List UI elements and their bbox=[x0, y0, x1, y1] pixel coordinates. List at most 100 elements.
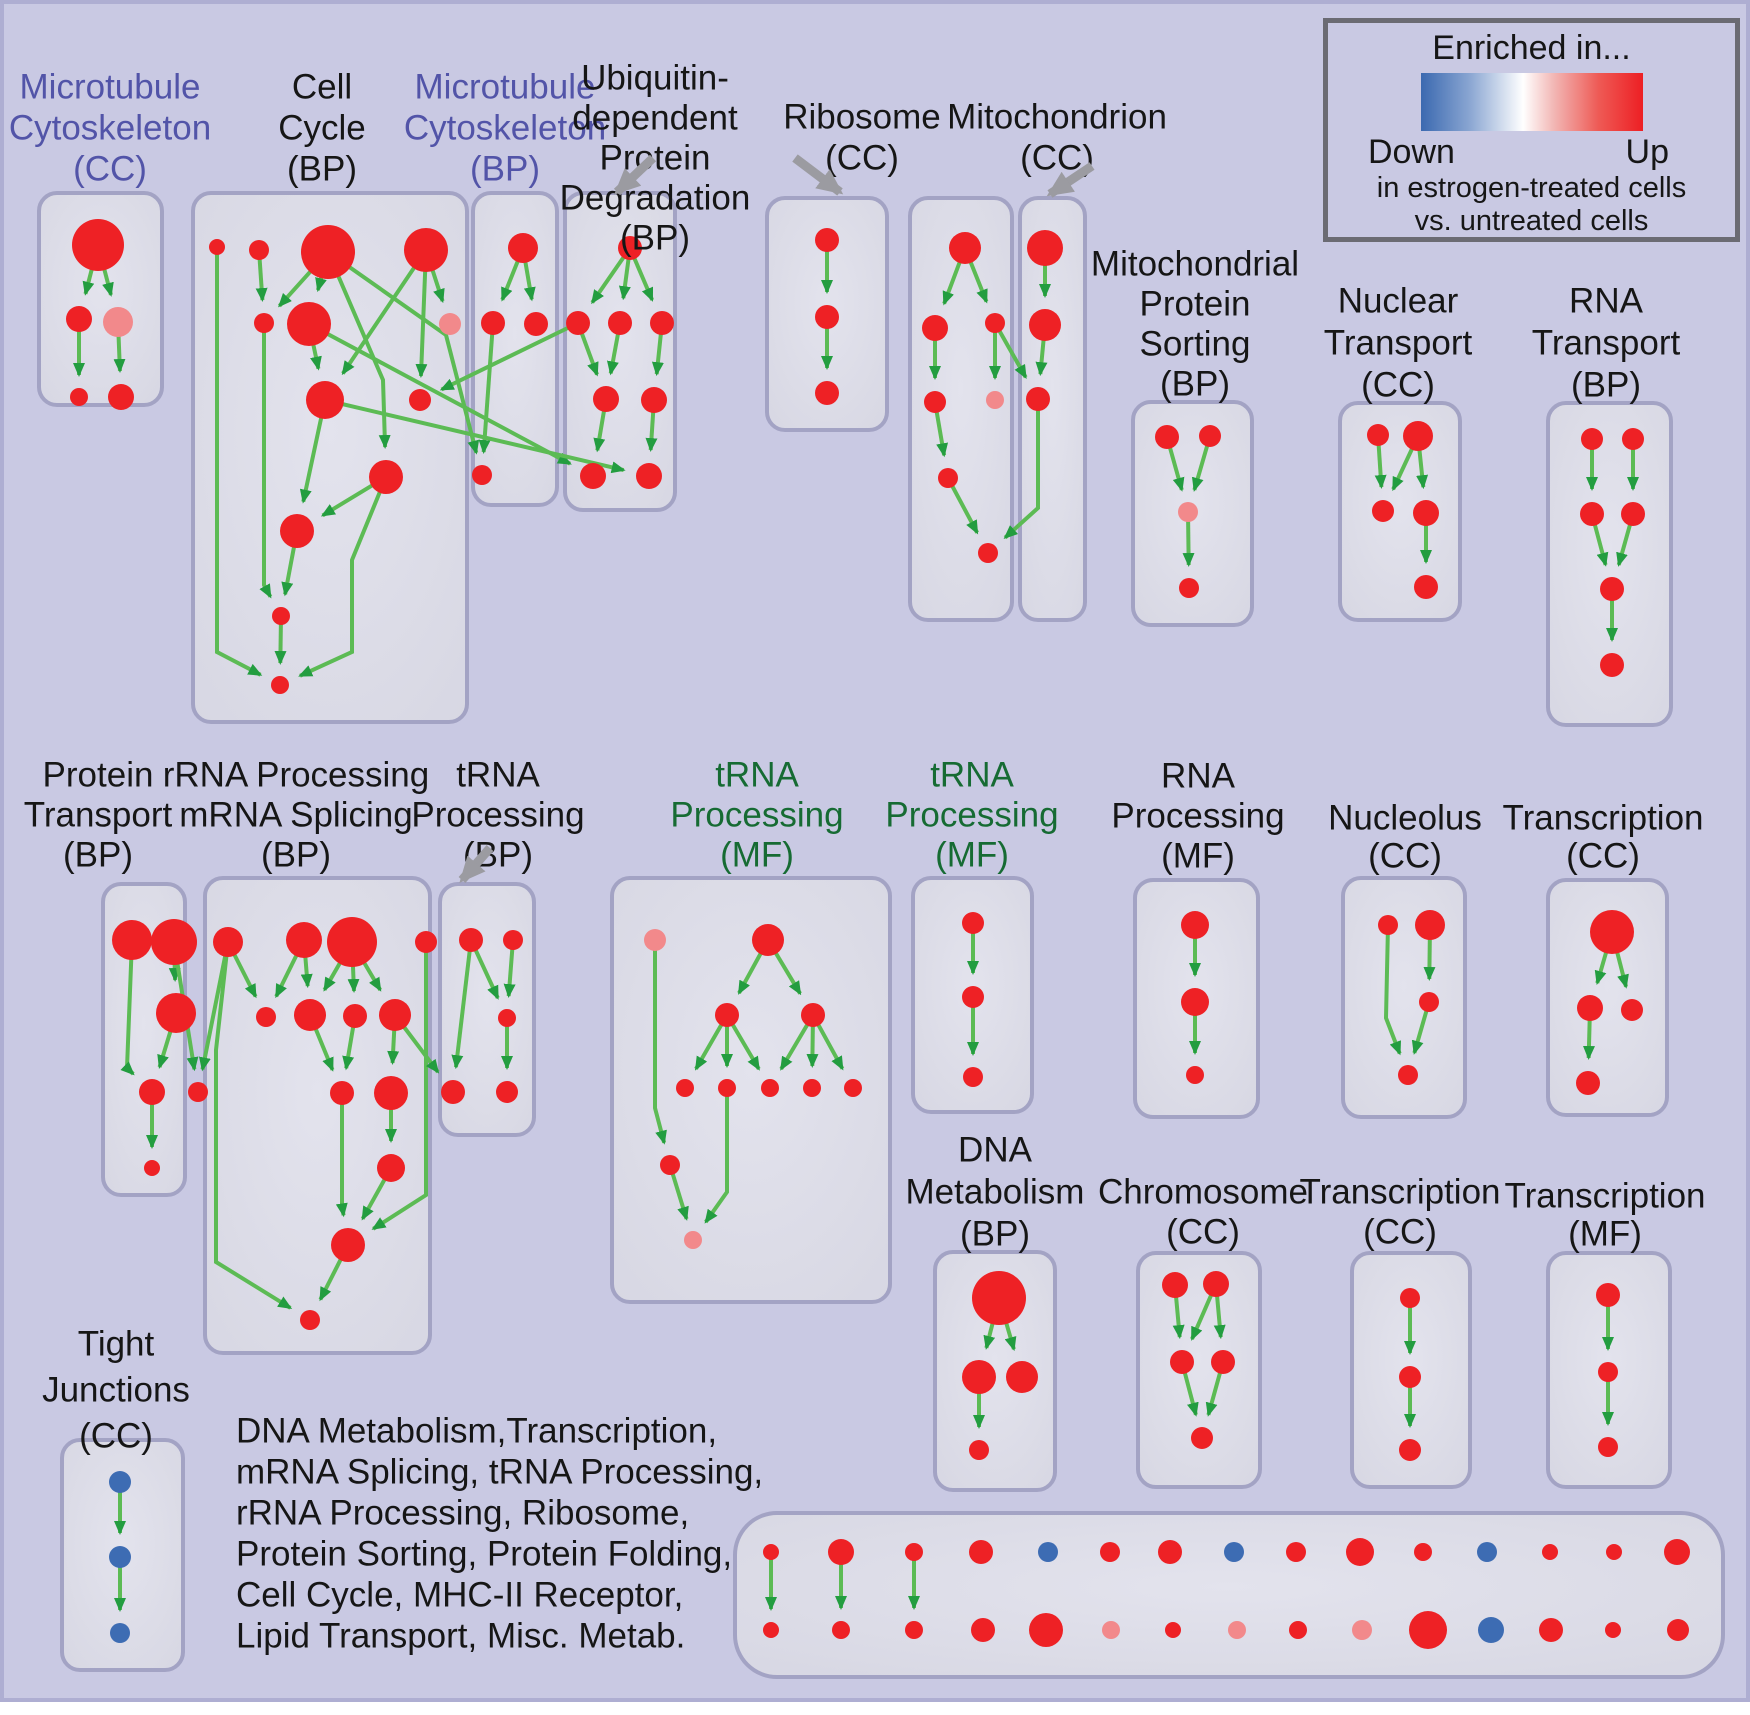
go-term-node-rrna-processing-mrna-splicing-bp bbox=[300, 1310, 320, 1330]
group-label-microtubule-cytoskeleton-cc: Microtubule bbox=[20, 68, 201, 107]
legend-gradient-bar bbox=[1420, 73, 1643, 131]
go-term-node-ribosome-cc bbox=[922, 315, 948, 341]
edge-cell-cycle-bp bbox=[298, 476, 388, 678]
group-box-dna-metabolism-bp bbox=[933, 1250, 1057, 1492]
group-label-nuclear-transport-cc: Transport bbox=[1324, 324, 1473, 363]
go-term-node-trna-processing-bp bbox=[498, 1009, 516, 1027]
go-term-node-ribosome-cc bbox=[938, 468, 958, 488]
go-term-node-trna-processing-mf-1 bbox=[718, 1079, 736, 1097]
go-term-node-misc-cluster bbox=[969, 1540, 993, 1564]
go-term-node-microtubule-cytoskeleton-bp bbox=[508, 233, 538, 263]
group-label-microtubule-cytoskeleton-bp: Microtubule bbox=[415, 68, 596, 107]
edge-cell-cycle-bp bbox=[326, 251, 391, 450]
group-label-ribosome-cc: Ribosome bbox=[783, 98, 941, 137]
go-term-node-nuclear-transport-cc bbox=[1372, 500, 1394, 522]
go-term-node-cell-cycle-bp bbox=[369, 460, 403, 494]
go-term-node-cell-cycle-bp bbox=[254, 313, 274, 333]
go-term-node-transcription-mf bbox=[1596, 1283, 1620, 1307]
go-term-node-dna-metabolism-bp bbox=[962, 1360, 996, 1394]
go-term-node-cell-cycle-bp bbox=[439, 313, 461, 335]
go-term-node-misc-cluster bbox=[763, 1544, 779, 1560]
go-term-node-chromosome-cc bbox=[1170, 1350, 1194, 1374]
group-label-protein-transport-bp: (BP) bbox=[63, 836, 133, 875]
go-term-node-trna-processing-mf-2 bbox=[962, 912, 984, 934]
go-term-node-chromosome-cc bbox=[1191, 1427, 1213, 1449]
go-term-node-ubiquitin-degradation-bp-1 bbox=[636, 463, 662, 489]
go-term-node-transcription-cc-mid bbox=[1576, 1071, 1600, 1095]
go-term-node-rna-transport-bp bbox=[1621, 502, 1645, 526]
group-label-transcription-cc-mid: Transcription bbox=[1503, 799, 1704, 838]
edge-cell-cycle-bp bbox=[215, 247, 263, 677]
go-term-node-misc-cluster bbox=[1165, 1622, 1181, 1638]
go-term-node-ubiquitin-degradation-bp-1 bbox=[580, 463, 606, 489]
go-term-node-microtubule-cytoskeleton-cc bbox=[108, 384, 134, 410]
group-label-nuclear-transport-cc: Nuclear bbox=[1338, 282, 1459, 321]
edge-rrna-processing-mrna-splicing-bp bbox=[214, 941, 293, 1310]
group-label-rna-transport-bp: RNA bbox=[1569, 282, 1644, 321]
go-term-node-rrna-processing-mrna-splicing-bp bbox=[374, 1076, 408, 1110]
go-term-node-misc-cluster bbox=[1228, 1621, 1246, 1639]
go-term-node-tight-junctions-cc bbox=[110, 1623, 130, 1643]
go-term-node-cell-cycle-bp bbox=[409, 389, 431, 411]
group-label-mitochondrial-protein-sorting-bp: (BP) bbox=[1160, 365, 1230, 404]
label-pointer-arrow bbox=[613, 154, 657, 196]
go-term-node-microtubule-cytoskeleton-cc bbox=[72, 219, 124, 271]
go-term-node-misc-cluster bbox=[832, 1621, 850, 1639]
group-label-mitochondrion-cc: Mitochondrion bbox=[947, 98, 1167, 137]
go-term-node-protein-transport-bp bbox=[151, 919, 197, 965]
go-term-node-microtubule-cytoskeleton-bp bbox=[472, 465, 492, 485]
legend-up-label: Up bbox=[1625, 133, 1669, 171]
go-term-node-trna-processing-mf-1 bbox=[844, 1079, 862, 1097]
go-term-node-protein-transport-bp bbox=[156, 993, 196, 1033]
go-term-node-misc-cluster bbox=[1409, 1611, 1447, 1649]
misc-categories-text-line: Lipid Transport, Misc. Metab. bbox=[236, 1617, 685, 1656]
group-box-mitochondrion-cc bbox=[1018, 196, 1087, 622]
group-label-trna-processing-mf-2: (MF) bbox=[935, 836, 1009, 875]
go-term-node-microtubule-cytoskeleton-bp bbox=[481, 311, 505, 335]
group-label-trna-processing-mf-1: Processing bbox=[670, 796, 843, 835]
link-cell-cycle-bp-to-ubiquitin-degradation-bp-1 bbox=[308, 322, 572, 466]
group-label-transcription-mf: (MF) bbox=[1568, 1215, 1642, 1254]
go-term-node-dna-metabolism-bp bbox=[972, 1271, 1026, 1325]
go-term-node-misc-cluster bbox=[1606, 1544, 1622, 1560]
go-term-node-mitochondrial-protein-sorting-bp bbox=[1179, 578, 1199, 598]
go-term-node-microtubule-cytoskeleton-cc bbox=[103, 307, 133, 337]
link-mitochondrion-cc-to-ribosome-cc bbox=[1003, 399, 1040, 540]
go-term-node-dna-metabolism-bp bbox=[969, 1440, 989, 1460]
go-term-node-misc-cluster bbox=[1224, 1542, 1244, 1562]
go-term-node-rna-transport-bp bbox=[1600, 653, 1624, 677]
group-label-nucleolus-cc: (CC) bbox=[1368, 837, 1442, 876]
go-term-node-misc-cluster bbox=[1605, 1622, 1621, 1638]
go-term-node-ribosome-cc bbox=[986, 391, 1004, 409]
edge-trna-processing-bp bbox=[451, 939, 473, 1070]
legend-subtitle-2: vs. untreated cells bbox=[1414, 205, 1649, 237]
go-term-node-rna-transport-bp bbox=[1580, 502, 1604, 526]
go-term-node-misc-cluster bbox=[905, 1621, 923, 1639]
go-term-node-trna-processing-bp bbox=[441, 1080, 465, 1104]
edge-rrna-processing-mrna-splicing-bp bbox=[371, 942, 428, 1231]
go-term-node-trna-processing-bp bbox=[503, 930, 523, 950]
go-term-node-trna-processing-bp bbox=[496, 1081, 518, 1103]
group-box-rrna-processing-mrna-splicing-bp bbox=[203, 876, 432, 1355]
group-label-microtubule-cytoskeleton-cc: (CC) bbox=[73, 150, 147, 189]
group-label-rna-processing-mf: (MF) bbox=[1161, 837, 1235, 876]
go-term-node-misc-cluster bbox=[1414, 1543, 1432, 1561]
go-term-node-cell-cycle-bp bbox=[404, 228, 448, 272]
group-label-rna-transport-bp: (BP) bbox=[1571, 366, 1641, 405]
go-term-node-mitochondrion-cc bbox=[1027, 230, 1063, 266]
legend-down-label: Down bbox=[1368, 133, 1455, 171]
go-term-node-cell-cycle-bp bbox=[280, 514, 314, 548]
group-label-ubiquitin-degradation-label: Degradation bbox=[560, 179, 751, 218]
legend-subtitle-1: in estrogen-treated cells bbox=[1376, 172, 1687, 204]
misc-categories-text-line: DNA Metabolism,Transcription, bbox=[236, 1412, 717, 1451]
go-term-node-tight-junctions-cc bbox=[109, 1546, 131, 1568]
go-term-node-chromosome-cc bbox=[1211, 1350, 1235, 1374]
go-term-node-rrna-processing-mrna-splicing-bp bbox=[415, 931, 437, 953]
group-label-trna-processing-bp: tRNA bbox=[456, 756, 540, 795]
group-label-trna-processing-mf-1: tRNA bbox=[715, 756, 799, 795]
group-label-dna-metabolism-bp: Metabolism bbox=[906, 1173, 1085, 1212]
go-term-node-cell-cycle-bp bbox=[301, 225, 355, 279]
go-term-node-misc-cluster bbox=[1352, 1620, 1372, 1640]
go-term-node-ribosome-cc bbox=[924, 391, 946, 413]
